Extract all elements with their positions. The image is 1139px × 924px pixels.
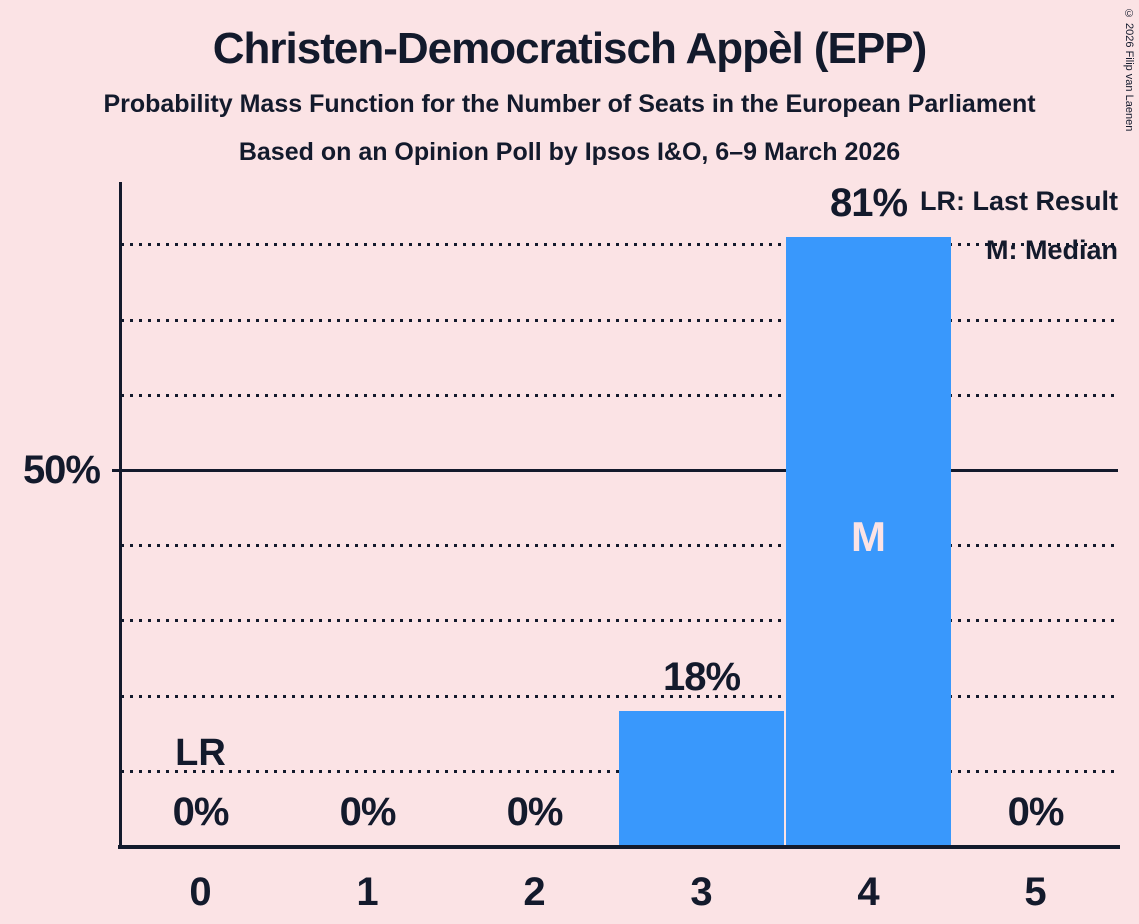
gridline-solid-50pct [112,469,1118,472]
legend-median: M: Median [986,235,1118,265]
gridline-dotted-40pct [121,544,1118,547]
gridline-dotted-60pct [121,394,1118,397]
bar-seats-4 [786,237,951,846]
gridline-dotted-70pct [121,319,1118,322]
copyright-notice: © 2026 Filip van Laenen [1123,8,1135,132]
y-axis-tick-label: 50% [22,448,101,492]
y-axis-line [119,182,122,849]
x-axis-tick-label-3: 3 [690,870,713,914]
value-label-seats-5: 0% [1007,790,1065,834]
gridline-dotted-30pct [121,619,1118,622]
value-label-seats-2: 0% [506,790,564,834]
value-label-seats-1: 0% [339,790,397,834]
last-result-marker-label: LR [175,732,226,774]
x-axis-tick-label-0: 0 [189,870,212,914]
value-label-seats-3: 18% [662,655,741,699]
x-axis-tick-label-2: 2 [523,870,546,914]
bar-seats-3 [619,711,784,846]
gridline-dotted-20pct [121,695,1118,698]
median-marker-label: M [851,513,886,560]
x-axis-tick-label-5: 5 [1024,870,1047,914]
chart-subtitle: Probability Mass Function for the Number… [103,90,1036,118]
gridline-dotted-80pct [121,243,1118,246]
x-axis-line [118,845,1120,849]
chart-title: Christen-Democratisch Appèl (EPP) [212,24,928,73]
value-label-seats-4: 81% [829,181,908,225]
x-axis-tick-label-4: 4 [857,870,880,914]
value-label-seats-0: 0% [172,790,230,834]
legend-last-result: LR: Last Result [919,186,1118,216]
x-axis-tick-label-1: 1 [356,870,379,914]
chart-source-line: Based on an Opinion Poll by Ipsos I&O, 6… [238,138,901,166]
